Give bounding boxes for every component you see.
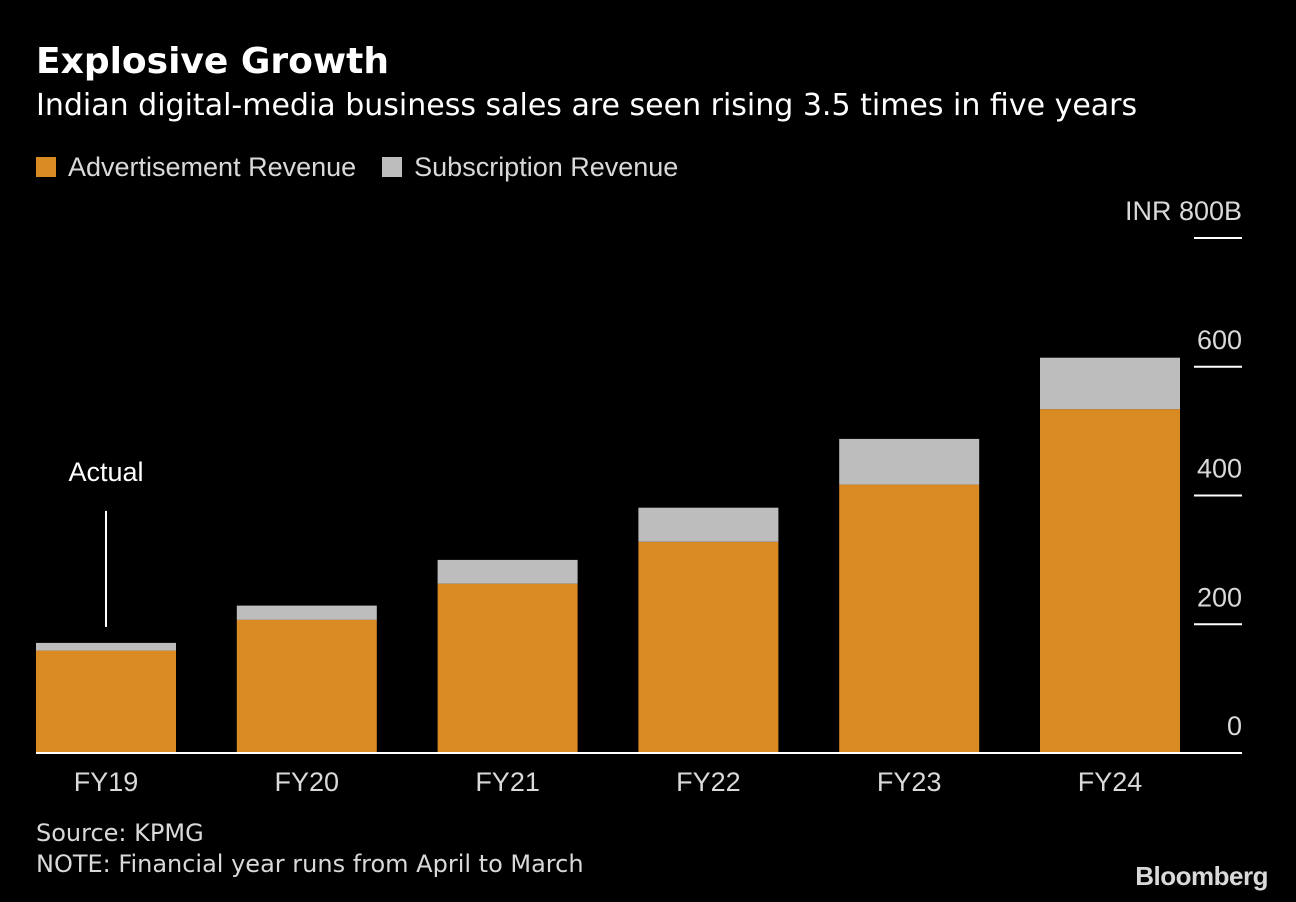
bar-advertisement-fy19	[36, 650, 176, 753]
legend-swatch-subscription	[382, 157, 403, 177]
footer: Source: KPMG NOTE: Financial year runs f…	[36, 818, 584, 880]
x-tick-label-fy20: FY20	[275, 767, 340, 797]
bar-subscription-fy23	[839, 438, 980, 485]
financial-year-note: NOTE: Financial year runs from April to …	[36, 850, 584, 878]
bar-advertisement-fy20	[236, 619, 377, 753]
bar-subscription-fy19	[36, 642, 176, 651]
chart-title: Explosive Growth	[36, 41, 389, 82]
bar-advertisement-fy23	[839, 484, 980, 753]
y-tick-label-800: INR 800B	[1125, 196, 1242, 226]
chart-subtitle: Indian digital-media business sales are …	[36, 88, 1138, 123]
x-tick-label-fy22: FY22	[676, 767, 741, 797]
x-tick-label-fy23: FY23	[877, 767, 942, 797]
bloomberg-logo: Bloomberg	[1135, 861, 1268, 891]
y-tick-label-400: 400	[1197, 454, 1242, 484]
y-tick-label-0: 0	[1227, 711, 1242, 741]
x-tick-label-fy24: FY24	[1078, 767, 1143, 797]
annotation-actual: Actual	[68, 457, 143, 487]
bar-advertisement-fy21	[437, 583, 578, 753]
legend-swatch-advertisement	[36, 157, 56, 177]
bar-advertisement-fy24	[1040, 409, 1180, 753]
legend-label-advertisement: Advertisement Revenue	[68, 151, 357, 182]
legend-item-advertisement: Advertisement Revenue	[36, 152, 356, 183]
bar-subscription-fy21	[437, 559, 578, 584]
legend: Advertisement Revenue Subscription Reven…	[36, 150, 704, 184]
bar-subscription-fy24	[1040, 357, 1180, 410]
x-tick-label-fy21: FY21	[475, 767, 540, 797]
y-tick-label-600: 600	[1197, 325, 1242, 355]
legend-item-subscription: Subscription Revenue	[382, 152, 678, 183]
source-note: Source: KPMG	[36, 819, 204, 847]
y-tick-label-200: 200	[1197, 582, 1242, 612]
bar-subscription-fy20	[236, 605, 377, 620]
legend-label-subscription: Subscription Revenue	[414, 151, 679, 182]
bar-advertisement-fy22	[638, 541, 779, 753]
x-tick-label-fy19: FY19	[74, 767, 139, 797]
bar-subscription-fy22	[638, 507, 779, 542]
